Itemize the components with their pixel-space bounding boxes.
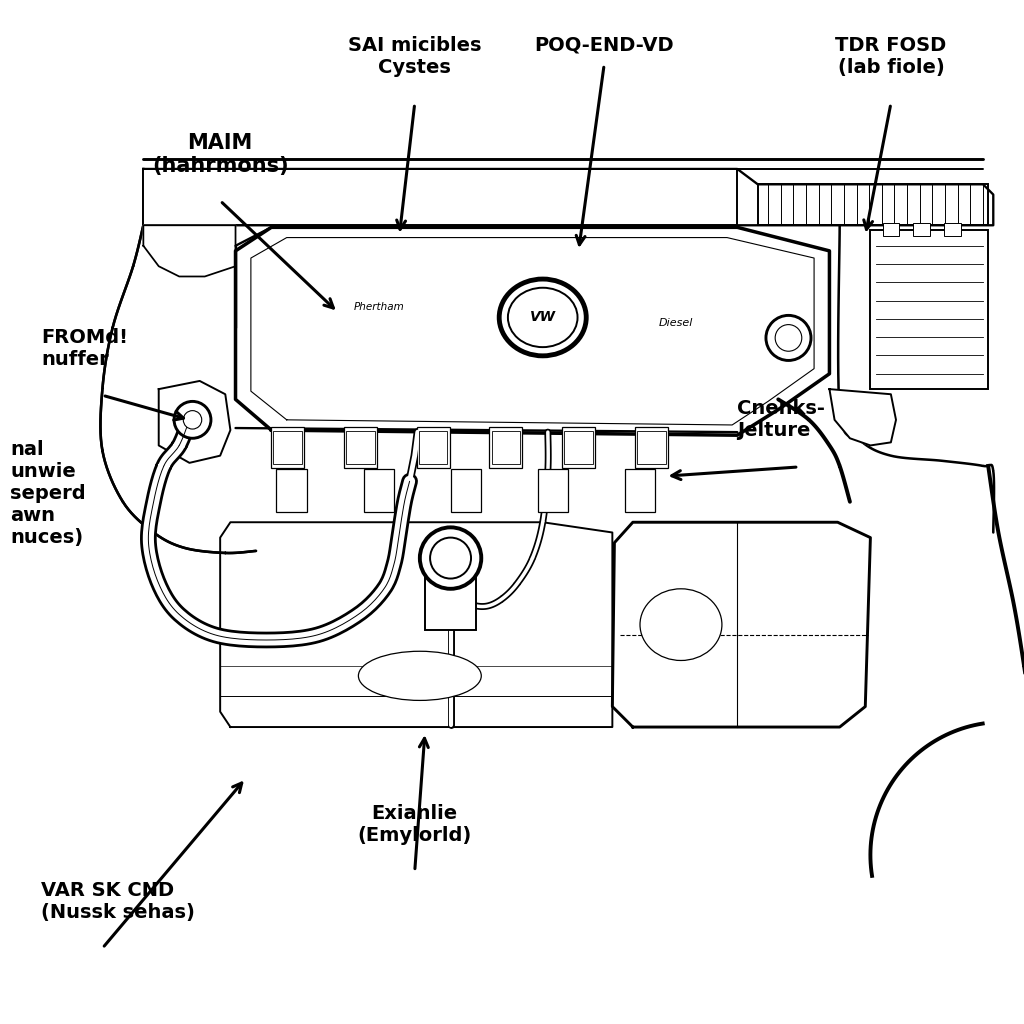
- Circle shape: [174, 401, 211, 438]
- Text: Phertham: Phertham: [353, 302, 404, 312]
- Bar: [564, 431, 593, 464]
- Polygon shape: [143, 169, 993, 225]
- Circle shape: [775, 325, 802, 351]
- Bar: [451, 469, 481, 512]
- Circle shape: [766, 315, 811, 360]
- Polygon shape: [612, 522, 870, 727]
- Text: VAR SK CND
(Nussk sehas): VAR SK CND (Nussk sehas): [41, 881, 195, 922]
- Bar: [364, 469, 394, 512]
- Ellipse shape: [640, 589, 722, 660]
- Polygon shape: [143, 225, 236, 276]
- Text: TDR FOSD
(lab fiole): TDR FOSD (lab fiole): [836, 36, 946, 77]
- Bar: [344, 427, 377, 468]
- Ellipse shape: [358, 651, 481, 700]
- Polygon shape: [220, 522, 612, 727]
- Bar: [758, 184, 988, 225]
- Bar: [425, 563, 476, 630]
- Bar: [143, 169, 737, 225]
- Polygon shape: [236, 227, 829, 435]
- Text: Cnenks-
Jelture: Cnenks- Jelture: [737, 399, 825, 440]
- Bar: [538, 469, 568, 512]
- Ellipse shape: [508, 288, 578, 347]
- Ellipse shape: [500, 280, 586, 356]
- FancyBboxPatch shape: [870, 230, 988, 389]
- Bar: [944, 223, 961, 236]
- Text: POQ-END-VD: POQ-END-VD: [535, 36, 674, 55]
- Text: nal
unwie
seperd
awn
nuces): nal unwie seperd awn nuces): [10, 440, 86, 547]
- Circle shape: [430, 538, 471, 579]
- Polygon shape: [159, 381, 230, 463]
- Bar: [637, 431, 666, 464]
- Bar: [271, 427, 304, 468]
- Bar: [635, 427, 668, 468]
- Circle shape: [420, 527, 481, 589]
- Polygon shape: [102, 225, 256, 553]
- Text: FROMd!
nuffer: FROMd! nuffer: [41, 328, 128, 369]
- Bar: [273, 431, 302, 464]
- Bar: [883, 223, 899, 236]
- Bar: [419, 431, 447, 464]
- Text: VW: VW: [529, 310, 556, 325]
- Bar: [417, 427, 450, 468]
- Text: Exianlie
(Emylorld): Exianlie (Emylorld): [357, 804, 472, 845]
- Bar: [913, 223, 930, 236]
- Text: SAI micibles
Cystes: SAI micibles Cystes: [348, 36, 481, 77]
- Bar: [276, 469, 307, 512]
- Text: MAIM
(hahrmons): MAIM (hahrmons): [152, 133, 289, 176]
- Circle shape: [183, 411, 202, 429]
- Bar: [346, 431, 375, 464]
- Text: Diesel: Diesel: [658, 317, 693, 328]
- Bar: [489, 427, 522, 468]
- Bar: [492, 431, 520, 464]
- Polygon shape: [829, 389, 896, 445]
- Bar: [562, 427, 595, 468]
- Bar: [625, 469, 655, 512]
